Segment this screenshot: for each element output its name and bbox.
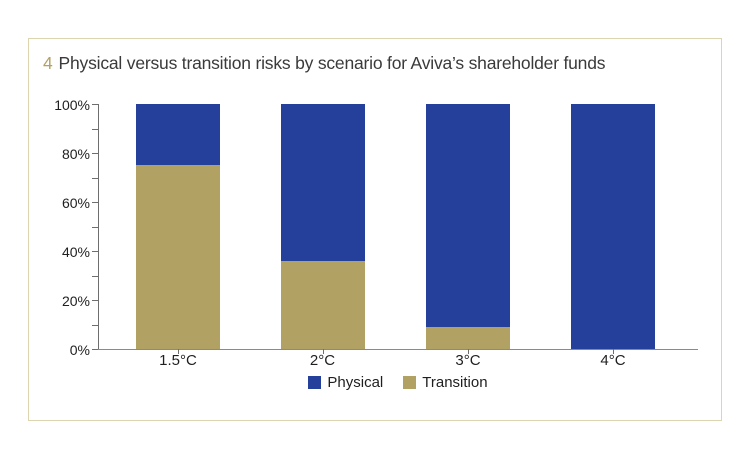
y-tick-mark	[92, 128, 98, 130]
y-tick-label: 100%	[54, 96, 90, 113]
legend-item-physical: Physical	[308, 374, 383, 391]
x-tick-mark	[613, 349, 614, 354]
legend-swatch-physical	[308, 376, 322, 389]
y-tick-label: 60%	[61, 194, 90, 211]
x-category-label: 4°C	[600, 352, 626, 369]
x-tick-mark	[322, 349, 324, 354]
y-tick-mark	[92, 324, 98, 326]
x-tick-mark	[178, 349, 179, 354]
y-tick-mark	[92, 251, 98, 252]
y-tick-mark	[92, 177, 98, 179]
x-category-label: 1.5°C	[159, 352, 197, 369]
y-tick-mark	[92, 300, 98, 301]
y-tick-label: 20%	[61, 292, 90, 309]
bar-segment-physical	[280, 104, 365, 261]
legend-label: Physical	[327, 374, 384, 391]
legend-swatch-transition	[403, 376, 417, 389]
plot-area	[98, 104, 697, 349]
figure-title: 4 Physical versus transition risks by sce…	[43, 53, 606, 74]
y-tick-label: 40%	[61, 243, 90, 260]
y-tick-mark	[92, 153, 98, 154]
y-tick-mark	[92, 275, 98, 277]
y-axis-line	[98, 104, 99, 350]
bar-segment-transition	[426, 326, 510, 349]
bar-segment-physical	[136, 104, 220, 166]
y-tick-label: 80%	[61, 145, 90, 162]
y-tick-mark	[92, 226, 98, 228]
bar-segment-transition	[280, 260, 365, 349]
y-tick-mark	[92, 202, 98, 203]
chart-legend: Physical Transition	[98, 374, 698, 391]
bar-segment-physical	[426, 104, 510, 327]
x-axis-line	[98, 349, 698, 350]
bar-segment-physical	[571, 104, 655, 349]
x-category-label: 2°C	[309, 352, 336, 369]
y-tick-mark	[92, 349, 98, 350]
legend-item-transition: Transition	[403, 374, 488, 391]
figure-title-text: Physical versus transition risks by scen…	[58, 53, 606, 73]
x-tick-mark	[468, 349, 469, 354]
legend-label: Transition	[422, 374, 488, 391]
y-tick-label: 0%	[69, 341, 90, 358]
figure-number: 4	[43, 53, 53, 73]
x-category-label: 3°C	[455, 352, 481, 369]
bar-segment-transition	[136, 165, 220, 349]
y-tick-mark	[92, 104, 98, 105]
